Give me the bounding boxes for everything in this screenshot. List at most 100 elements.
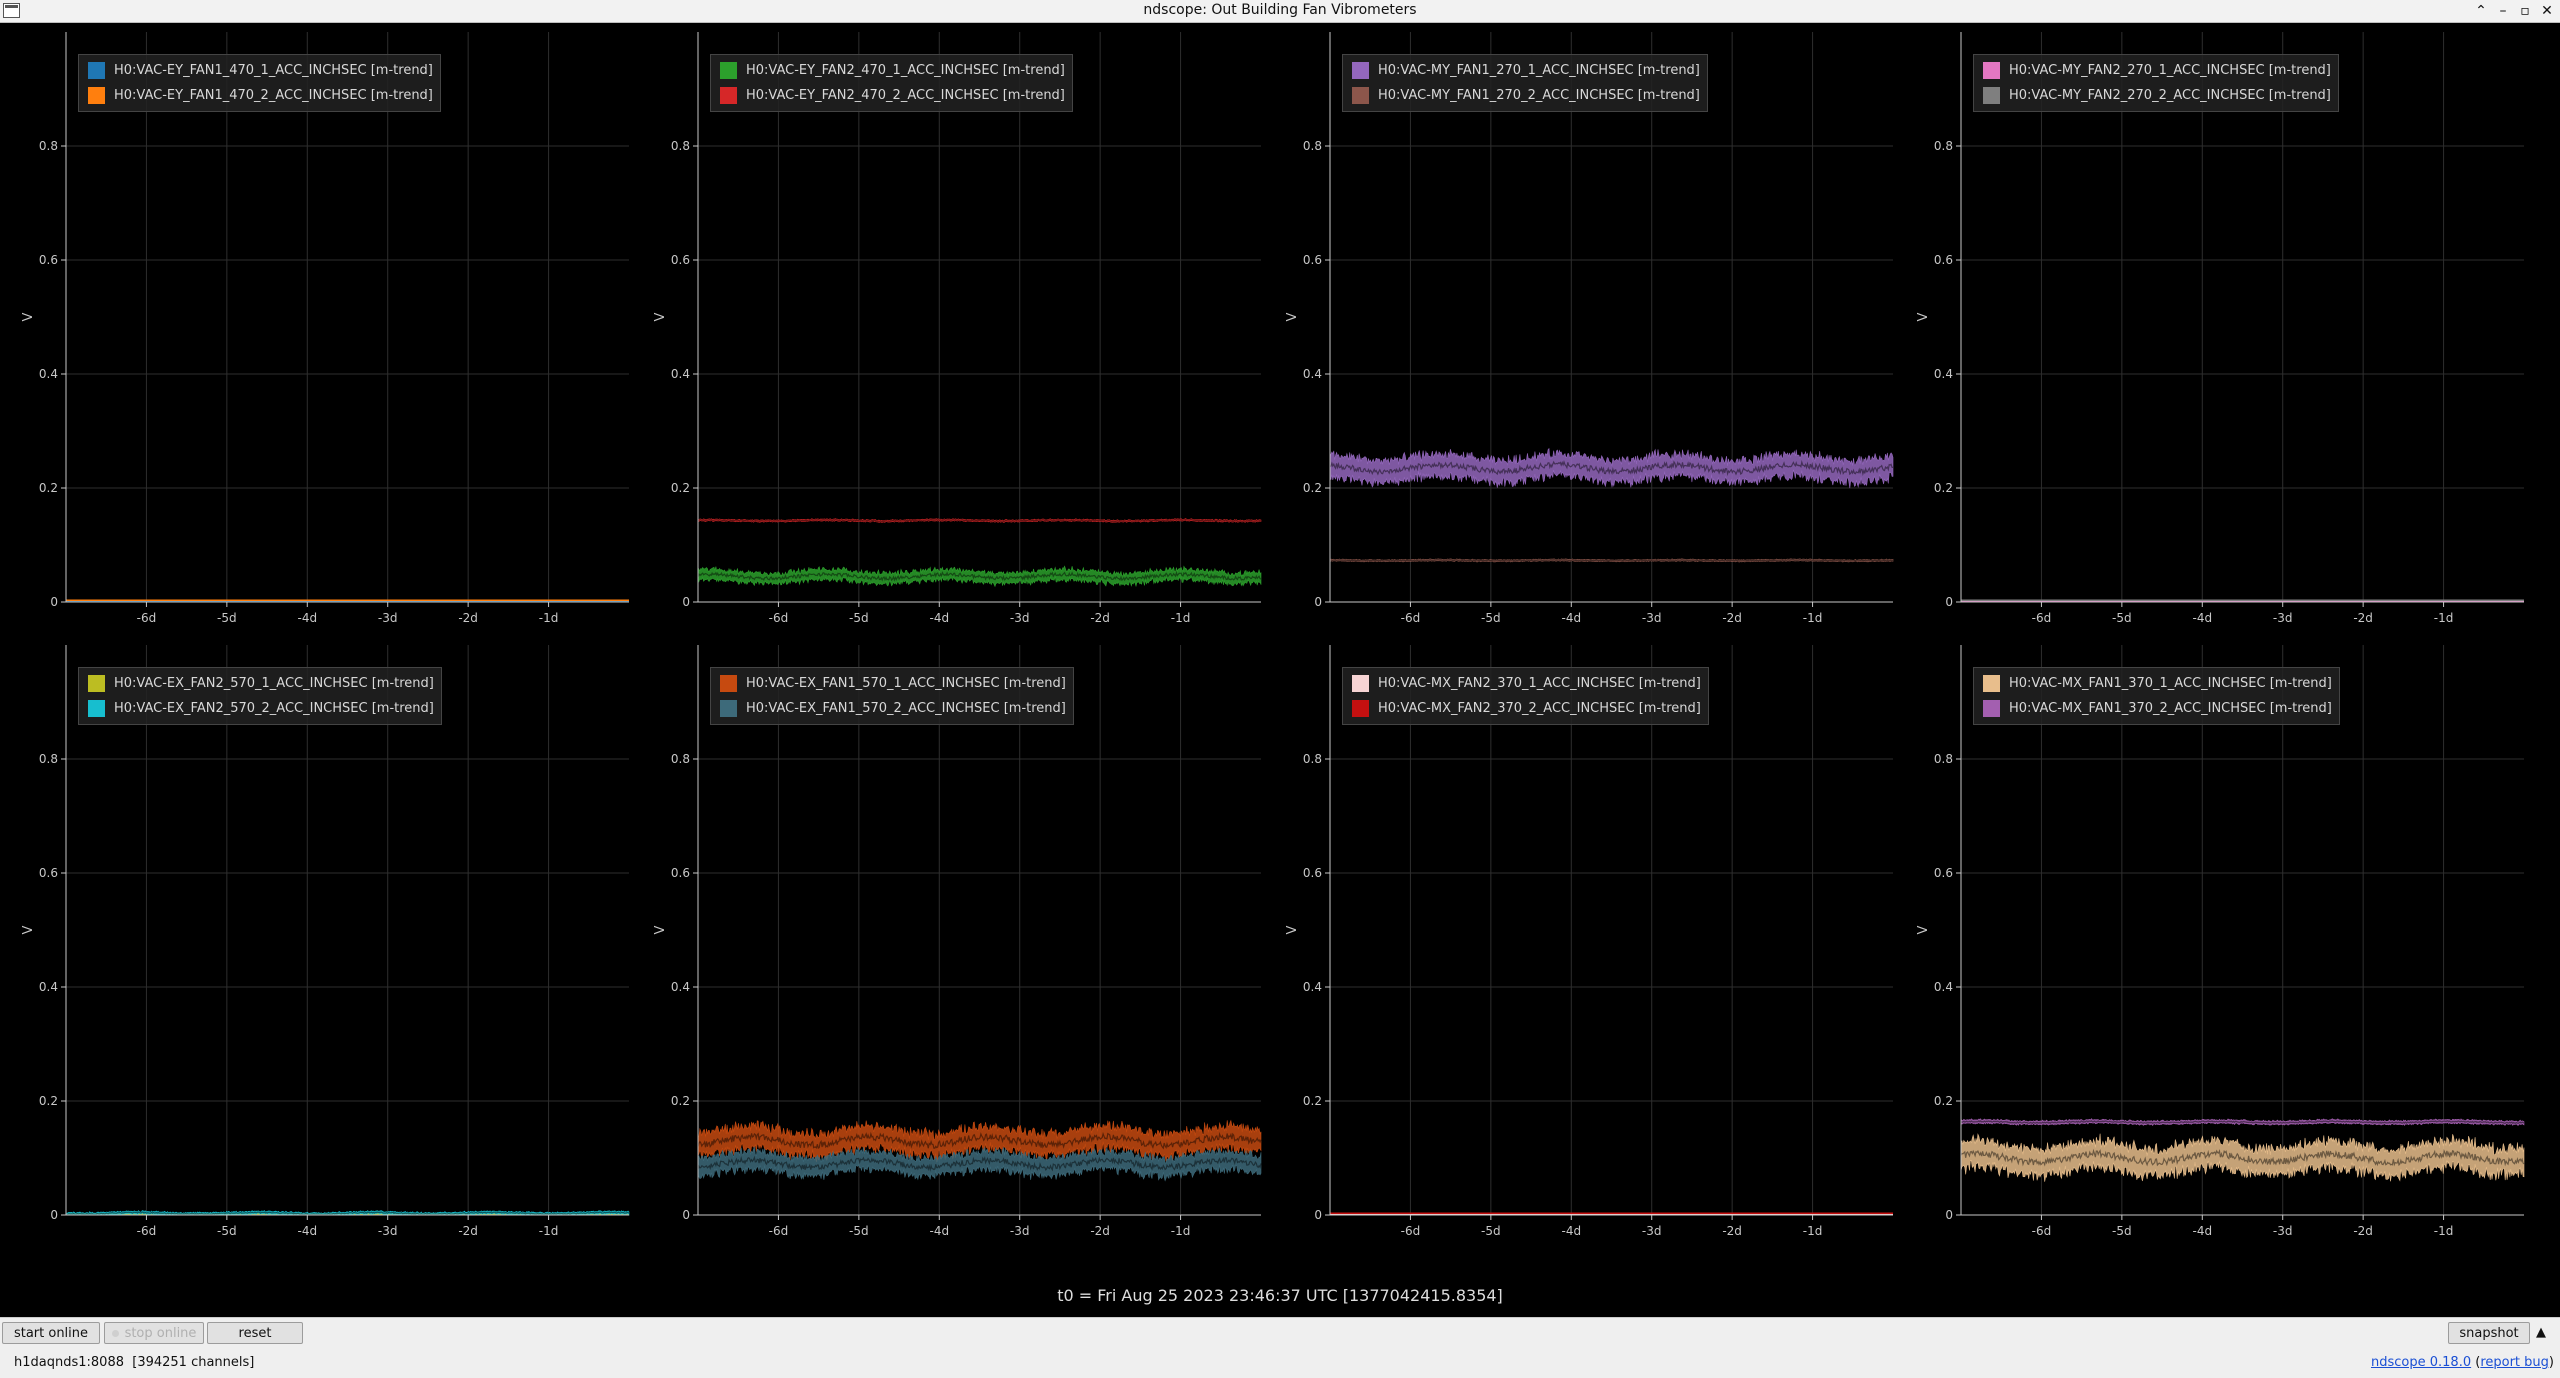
y-axis-label: V bbox=[21, 925, 36, 934]
y-tick-label: 0 bbox=[1314, 1208, 1322, 1222]
legend[interactable]: H0:VAC-MY_FAN1_270_1_ACC_INCHSEC [m-tren… bbox=[1342, 54, 1708, 112]
legend-item[interactable]: H0:VAC-EY_FAN2_470_2_ACC_INCHSEC [m-tren… bbox=[720, 83, 1065, 108]
x-tick-label: -2d bbox=[1090, 611, 1110, 625]
legend-label: H0:VAC-MX_FAN1_370_1_ACC_INCHSEC [m-tren… bbox=[2009, 676, 2332, 691]
legend-label: H0:VAC-MX_FAN2_370_1_ACC_INCHSEC [m-tren… bbox=[1378, 676, 1701, 691]
report-bug-link[interactable]: report bug bbox=[2480, 1355, 2549, 1370]
legend-item[interactable]: H0:VAC-EY_FAN2_470_1_ACC_INCHSEC [m-tren… bbox=[720, 58, 1065, 83]
x-tick-label: -3d bbox=[378, 1224, 398, 1238]
plot-3[interactable]: 0 0.2 0.4 0.6 0.8 -6d -5d -4d -3d -2d -1d V H0:VAC-M… bbox=[1266, 24, 1897, 634]
legend[interactable]: H0:VAC-MX_FAN2_370_1_ACC_INCHSEC [m-tren… bbox=[1342, 667, 1709, 725]
legend-label: H0:VAC-EY_FAN2_470_2_ACC_INCHSEC [m-tren… bbox=[746, 88, 1065, 103]
legend-label: H0:VAC-EX_FAN2_570_2_ACC_INCHSEC [m-tren… bbox=[114, 701, 434, 716]
reset-button[interactable]: reset bbox=[207, 1322, 303, 1344]
legend[interactable]: H0:VAC-EX_FAN2_570_1_ACC_INCHSEC [m-tren… bbox=[78, 667, 442, 725]
series-band bbox=[1960, 1118, 2525, 1127]
legend-item[interactable]: H0:VAC-MY_FAN1_270_2_ACC_INCHSEC [m-tren… bbox=[1352, 83, 1700, 108]
legend-item[interactable]: H0:VAC-EY_FAN1_470_2_ACC_INCHSEC [m-tren… bbox=[88, 83, 433, 108]
x-tick-label: -5d bbox=[2112, 1224, 2132, 1238]
legend-label: H0:VAC-MX_FAN2_370_2_ACC_INCHSEC [m-tren… bbox=[1378, 701, 1701, 716]
legend-label: H0:VAC-EY_FAN1_470_2_ACC_INCHSEC [m-tren… bbox=[114, 88, 433, 103]
series-2 bbox=[65, 1209, 630, 1216]
x-tick-label: -1d bbox=[1803, 1224, 1823, 1238]
legend[interactable]: H0:VAC-EX_FAN1_570_1_ACC_INCHSEC [m-tren… bbox=[710, 667, 1074, 725]
legend-item[interactable]: H0:VAC-EX_FAN1_570_2_ACC_INCHSEC [m-tren… bbox=[720, 696, 1066, 721]
series-mean-line bbox=[697, 518, 1262, 523]
legend[interactable]: H0:VAC-EY_FAN2_470_1_ACC_INCHSEC [m-tren… bbox=[710, 54, 1073, 112]
legend[interactable]: H0:VAC-MX_FAN1_370_1_ACC_INCHSEC [m-tren… bbox=[1973, 667, 2340, 725]
series-2 bbox=[1329, 558, 1894, 563]
x-tick-label: -2d bbox=[1722, 1224, 1742, 1238]
close-icon[interactable]: ✕ bbox=[2541, 3, 2553, 19]
x-tick-label: -3d bbox=[2273, 1224, 2293, 1238]
plot-grid: 0 0.2 0.4 0.6 0.8 -6d -5d -4d -3d -2d -1d V H0:VAC-E… bbox=[0, 24, 2560, 1316]
legend-item[interactable]: H0:VAC-EY_FAN1_470_1_ACC_INCHSEC [m-tren… bbox=[88, 58, 433, 83]
legend-item[interactable]: H0:VAC-MX_FAN1_370_1_ACC_INCHSEC [m-tren… bbox=[1983, 671, 2332, 696]
legend-label: H0:VAC-MX_FAN1_370_2_ACC_INCHSEC [m-tren… bbox=[2009, 701, 2332, 716]
legend[interactable]: H0:VAC-MY_FAN2_270_1_ACC_INCHSEC [m-tren… bbox=[1973, 54, 2339, 112]
legend-label: H0:VAC-EY_FAN2_470_1_ACC_INCHSEC [m-tren… bbox=[746, 63, 1065, 78]
legend-label: H0:VAC-EY_FAN1_470_1_ACC_INCHSEC [m-tren… bbox=[114, 63, 433, 78]
legend-item[interactable]: H0:VAC-EX_FAN2_570_1_ACC_INCHSEC [m-tren… bbox=[88, 671, 434, 696]
plot-6[interactable]: 0 0.2 0.4 0.6 0.8 -6d -5d -4d -3d -2d -1d V H0:VAC-E… bbox=[634, 637, 1265, 1247]
minimize-icon[interactable]: – bbox=[2499, 3, 2507, 19]
legend-item[interactable]: H0:VAC-MY_FAN1_270_1_ACC_INCHSEC [m-tren… bbox=[1352, 58, 1700, 83]
snapshot-button[interactable]: snapshot bbox=[2448, 1322, 2530, 1344]
version-info: ndscope 0.18.0 (report bug) bbox=[2371, 1355, 2554, 1370]
legend-item[interactable]: H0:VAC-MX_FAN1_370_2_ACC_INCHSEC [m-tren… bbox=[1983, 696, 2332, 721]
legend-item[interactable]: H0:VAC-MX_FAN2_370_2_ACC_INCHSEC [m-tren… bbox=[1352, 696, 1701, 721]
series-band bbox=[697, 1146, 1262, 1182]
plot-1[interactable]: 0 0.2 0.4 0.6 0.8 -6d -5d -4d -3d -2d -1d V H0:VAC-E… bbox=[2, 24, 633, 634]
y-tick-label: 0.2 bbox=[1303, 1094, 1322, 1108]
chevron-up-icon[interactable]: ⌃ bbox=[2475, 3, 2487, 19]
plot-5[interactable]: 0 0.2 0.4 0.6 0.8 -6d -5d -4d -3d -2d -1d V H0:VAC-E… bbox=[2, 637, 633, 1247]
legend-swatch bbox=[720, 87, 737, 104]
y-tick-label: 0 bbox=[1314, 595, 1322, 609]
legend-item[interactable]: H0:VAC-EX_FAN2_570_2_ACC_INCHSEC [m-tren… bbox=[88, 696, 434, 721]
series-2 bbox=[697, 1146, 1262, 1182]
plot-canvas: 0 0.2 0.4 0.6 0.8 -6d -5d -4d -3d -2d -1d V bbox=[21, 32, 629, 625]
y-tick-label: 0 bbox=[50, 595, 58, 609]
series-1 bbox=[1960, 1133, 2525, 1182]
y-tick-label: 0.2 bbox=[39, 1094, 58, 1108]
y-tick-label: 0 bbox=[1945, 595, 1953, 609]
plot-4[interactable]: 0 0.2 0.4 0.6 0.8 -6d -5d -4d -3d -2d -1d V H0:VAC-M… bbox=[1897, 24, 2528, 634]
legend-label: H0:VAC-EX_FAN1_570_2_ACC_INCHSEC [m-tren… bbox=[746, 701, 1066, 716]
legend-swatch bbox=[88, 675, 105, 692]
legend-item[interactable]: H0:VAC-MX_FAN2_370_1_ACC_INCHSEC [m-tren… bbox=[1352, 671, 1701, 696]
legend-item[interactable]: H0:VAC-MY_FAN2_270_1_ACC_INCHSEC [m-tren… bbox=[1983, 58, 2331, 83]
y-tick-label: 0.6 bbox=[39, 866, 58, 880]
x-tick-label: -1d bbox=[539, 1224, 559, 1238]
version-link[interactable]: ndscope 0.18.0 bbox=[2371, 1355, 2472, 1370]
plot-8[interactable]: 0 0.2 0.4 0.6 0.8 -6d -5d -4d -3d -2d -1d V H0:VAC-M… bbox=[1897, 637, 2528, 1247]
series-mean-line bbox=[697, 1131, 1262, 1150]
y-tick-label: 0.4 bbox=[1303, 980, 1322, 994]
plot-canvas: 0 0.2 0.4 0.6 0.8 -6d -5d -4d -3d -2d -1d V bbox=[653, 32, 1262, 625]
series-mean-line bbox=[697, 570, 1262, 582]
y-axis-label: V bbox=[1916, 925, 1931, 934]
x-tick-label: -5d bbox=[217, 611, 237, 625]
x-tick-label: -1d bbox=[2434, 1224, 2454, 1238]
series-band bbox=[697, 565, 1262, 588]
plot-7[interactable]: 0 0.2 0.4 0.6 0.8 -6d -5d -4d -3d -2d -1d V H0:VAC-M… bbox=[1266, 637, 1897, 1247]
maximize-icon[interactable]: ▫ bbox=[2520, 3, 2530, 19]
legend-swatch bbox=[720, 62, 737, 79]
y-tick-label: 0.2 bbox=[671, 481, 690, 495]
y-tick-label: 0.4 bbox=[39, 980, 58, 994]
legend-swatch bbox=[1352, 700, 1369, 717]
legend-item[interactable]: H0:VAC-EX_FAN1_570_1_ACC_INCHSEC [m-tren… bbox=[720, 671, 1066, 696]
x-tick-label: -4d bbox=[1561, 611, 1581, 625]
stop-online-label: stop online bbox=[124, 1325, 197, 1341]
app-icon bbox=[3, 3, 20, 18]
y-tick-label: 0.8 bbox=[1934, 139, 1953, 153]
plot-2[interactable]: 0 0.2 0.4 0.6 0.8 -6d -5d -4d -3d -2d -1d V H0:VAC-E… bbox=[634, 24, 1265, 634]
x-tick-label: -2d bbox=[458, 611, 478, 625]
legend-item[interactable]: H0:VAC-MY_FAN2_270_2_ACC_INCHSEC [m-tren… bbox=[1983, 83, 2331, 108]
x-tick-label: -1d bbox=[539, 611, 559, 625]
start-online-button[interactable]: start online bbox=[2, 1322, 100, 1344]
x-tick-label: -2d bbox=[2353, 611, 2373, 625]
x-tick-label: -5d bbox=[1481, 611, 1501, 625]
expand-up-icon[interactable]: ▲ bbox=[2536, 1325, 2546, 1340]
legend[interactable]: H0:VAC-EY_FAN1_470_1_ACC_INCHSEC [m-tren… bbox=[78, 54, 441, 112]
y-tick-label: 0.4 bbox=[671, 980, 690, 994]
